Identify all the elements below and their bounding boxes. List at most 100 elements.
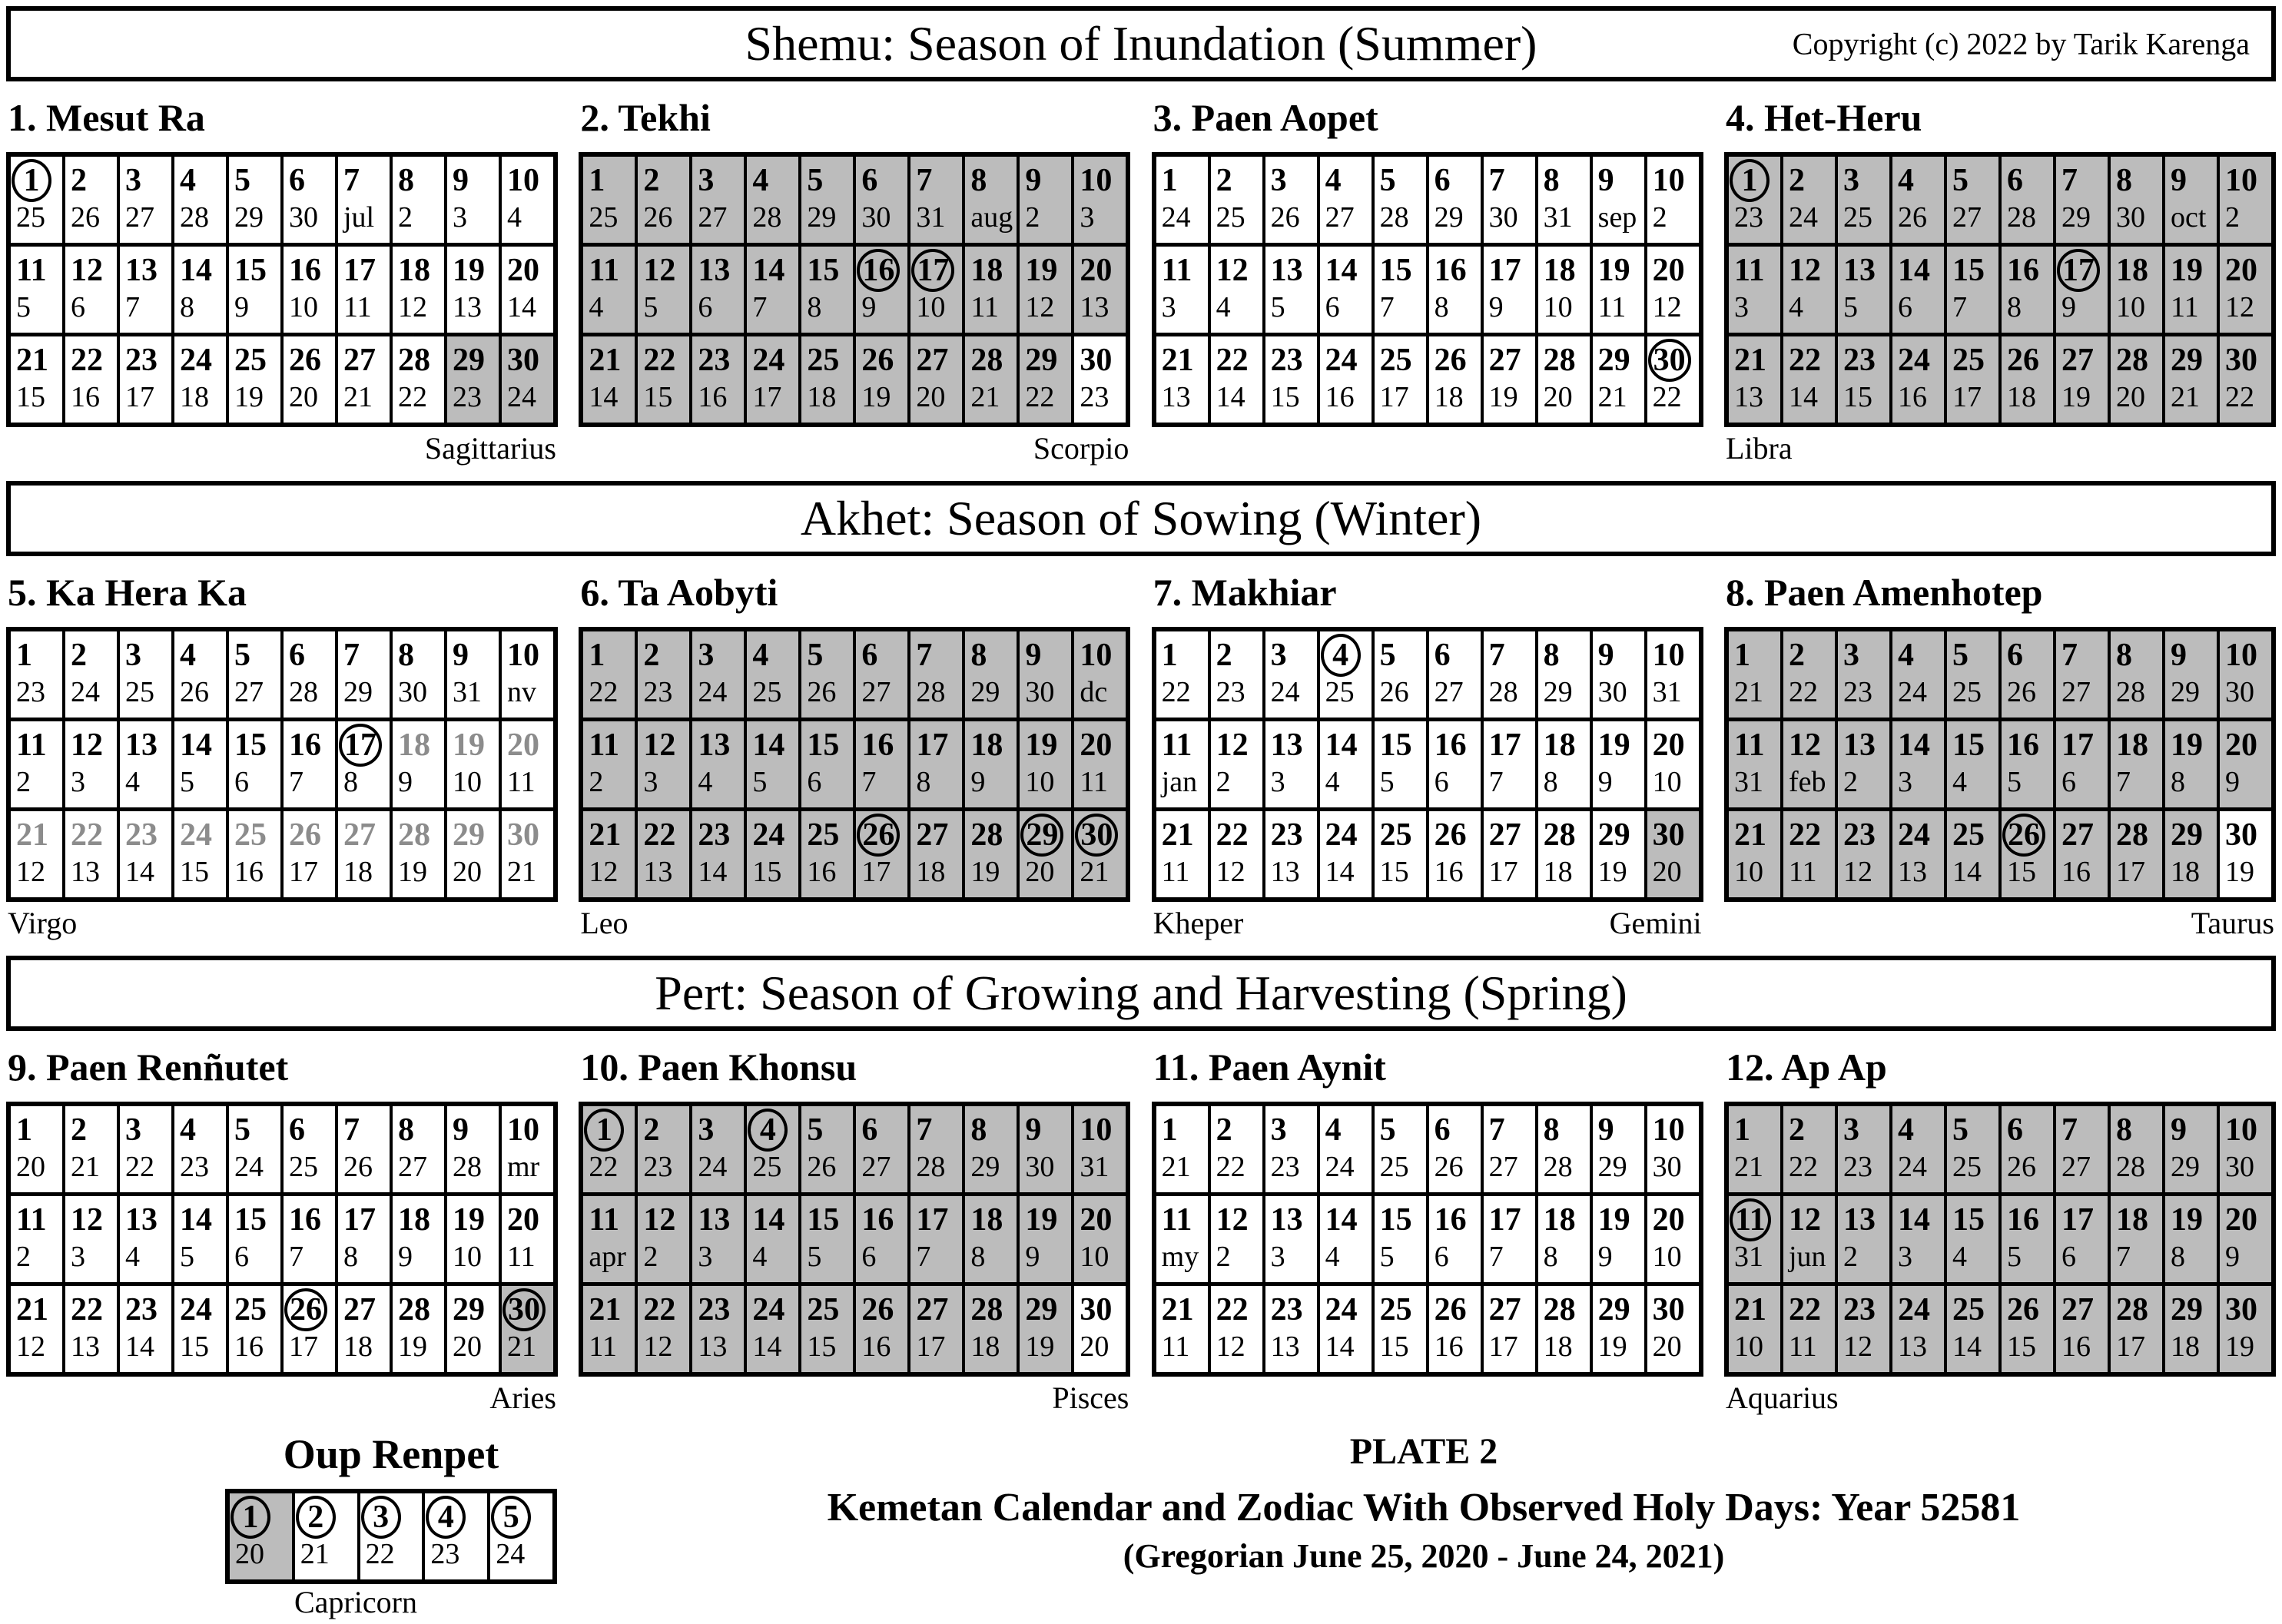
kemetic-day: 22 <box>1216 816 1262 854</box>
kemetic-day: 17 <box>339 724 390 767</box>
day-number: 15 <box>807 1202 840 1238</box>
day-number: 19 <box>453 253 485 288</box>
day-cell: 4 28 <box>747 157 799 243</box>
month-block: 3. Paen Aopet 1 24 2 25 3 26 4 27 5 28 6 29 7 30 8 31 9 se… <box>1151 81 1703 469</box>
gregorian-date: 15 <box>180 856 209 888</box>
gregorian-date: 7 <box>2115 766 2131 798</box>
gregorian-date: 22 <box>2224 381 2254 413</box>
gregorian-date: jul <box>343 201 375 234</box>
kemetic-day: 27 <box>2061 816 2108 854</box>
day-cell: 2 21 <box>294 1493 357 1579</box>
day-cell: 22 11 <box>1783 1286 1835 1372</box>
gregorian-date: 29 <box>2170 676 2200 708</box>
day-cell: 13 4 <box>120 721 171 807</box>
day-cell: 30 20 <box>1647 1286 1699 1372</box>
day-number: 21 <box>589 1292 622 1327</box>
day-cell: 5 26 <box>1374 631 1426 718</box>
day-cell: 17 8 <box>910 721 963 807</box>
kemetic-day: 30 <box>2225 816 2271 854</box>
day-cell: 8 29 <box>965 1106 1017 1192</box>
day-cell: 14 5 <box>747 721 799 807</box>
gregorian-date: 8 <box>343 766 358 798</box>
day-number: 29 <box>453 817 485 853</box>
kemetic-day: 22 <box>1789 816 1835 854</box>
day-number: 2 <box>1216 1112 1232 1148</box>
month-block: 6. Ta Aobyti 1 22 2 23 3 24 4 25 5 26 6 27 7 28 8 29 9 30 1… <box>579 556 1131 943</box>
gregorian-date: 24 <box>496 1538 526 1570</box>
day-number: 3 <box>698 638 715 673</box>
kemetic-day: 3 <box>1843 1111 1889 1149</box>
gregorian-date: 22 <box>1216 1151 1245 1183</box>
kemetic-day: 11 <box>589 1201 635 1239</box>
gregorian-date: 15 <box>752 856 782 888</box>
day-cell: 16 5 <box>2001 721 2053 807</box>
month-grid: 1 25 2 26 3 27 4 28 5 29 6 30 7 jul 8 2 9 3 10 4 11 5 12 6 13 7 14… <box>6 152 558 427</box>
gregorian-date: 30 <box>861 201 891 234</box>
month-block: 10. Paen Khonsu 1 22 2 23 3 24 4 25 5 26 6 27 7 28 8 29 9… <box>579 1031 1131 1418</box>
day-number: 1 <box>1161 638 1178 673</box>
kemetic-day: 1 <box>589 161 635 200</box>
zodiac-label-capricorn: Capricorn <box>294 1585 417 1619</box>
kemetic-day: 18 <box>1544 726 1590 764</box>
gregorian-date: 23 <box>643 1151 673 1183</box>
day-number: 1 <box>1733 1112 1750 1148</box>
kemetic-day: 19 <box>1025 1201 1071 1239</box>
day-cell: 16 8 <box>1428 247 1481 333</box>
day-number: 22 <box>643 1292 676 1327</box>
day-cell: 6 26 <box>2001 631 2053 718</box>
gregorian-date: 17 <box>1379 381 1409 413</box>
kemetic-day: 28 <box>398 816 444 854</box>
day-number: 15 <box>1952 253 1985 288</box>
gregorian-date: 19 <box>1597 1331 1627 1363</box>
day-cell: 21 12 <box>11 811 62 897</box>
kemetic-day: 10 <box>507 161 553 200</box>
day-number: 2 <box>643 638 660 673</box>
gregorian-date: 9 <box>970 766 986 798</box>
kemetic-day: 24 <box>1325 1291 1372 1329</box>
kemetic-day: 24 <box>1325 341 1372 379</box>
kemetic-day: 10 <box>2225 1111 2271 1149</box>
kemetic-day: 29 <box>1598 1291 1644 1329</box>
day-number: 23 <box>1843 1292 1876 1327</box>
zodiac-row: Virgo <box>6 902 558 943</box>
kemetic-day: 17 <box>911 249 962 292</box>
gregorian-date: 19 <box>970 856 1000 888</box>
day-cell: 13 3 <box>1265 1196 1317 1282</box>
kemetic-day: 13 <box>125 726 171 764</box>
season-title: Akhet: Season of Sowing (Winter) <box>800 491 1482 545</box>
day-cell: 24 13 <box>1892 811 1944 897</box>
day-number: 27 <box>916 343 949 378</box>
day-number: 25 <box>234 817 267 853</box>
zodiac-row <box>1152 1377 1703 1418</box>
gregorian-date: 21 <box>1597 381 1627 413</box>
kemetic-day: 21 <box>1162 816 1208 854</box>
day-cell: 21 11 <box>583 1286 635 1372</box>
kemetic-day: 27 <box>916 341 962 379</box>
kemetic-day: 23 <box>1271 341 1317 379</box>
gregorian-date: 14 <box>589 381 619 413</box>
day-number: 22 <box>1788 1292 1821 1327</box>
gregorian-date: 20 <box>1080 1331 1109 1363</box>
day-number: 26 <box>1434 817 1467 853</box>
gregorian-date: 4 <box>589 291 604 323</box>
kemetic-day: 5 <box>1952 636 1998 674</box>
kemetic-day: 25 <box>1952 816 1998 854</box>
day-number: 4 <box>1897 638 1914 673</box>
day-cell: 8 28 <box>2110 631 2162 718</box>
day-number: 30 <box>2224 343 2257 378</box>
kemetic-day: 8 <box>970 1111 1017 1149</box>
kemetic-day: 7 <box>916 636 962 674</box>
day-number: 26 <box>861 343 894 378</box>
gregorian-date: 23 <box>453 381 482 413</box>
month-title: 1. Mesut Ra <box>8 96 205 139</box>
day-number: 21 <box>589 817 622 853</box>
day-cell: 22 14 <box>1210 336 1262 423</box>
day-number: 27 <box>916 1292 949 1327</box>
gregorian-date: 13 <box>1270 1331 1300 1363</box>
kemetic-day: 6 <box>2007 636 2053 674</box>
gregorian-date: 24 <box>1897 676 1927 708</box>
kemetic-day: 20 <box>1653 1201 1699 1239</box>
gregorian-date: 30 <box>289 201 318 234</box>
